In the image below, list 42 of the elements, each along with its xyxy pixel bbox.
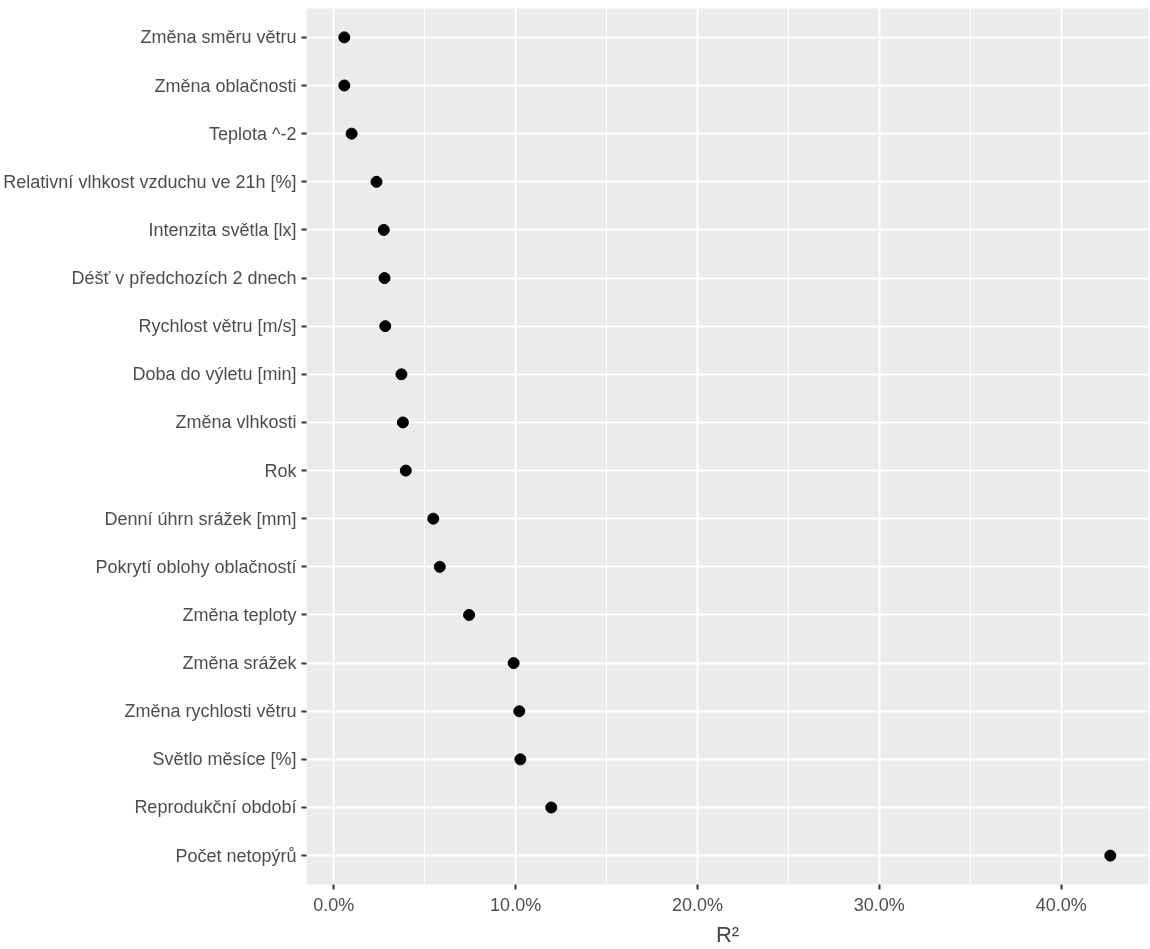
y-tick-label: Intenzita světla [lx] xyxy=(148,219,297,240)
point xyxy=(395,368,408,381)
y-tick-label: Teplota ^-2 xyxy=(209,123,297,144)
y-tick-label: Pokrytí oblohy oblačností xyxy=(95,556,297,577)
point xyxy=(463,608,476,621)
y-tick-label: Světlo měsíce [%] xyxy=(152,749,297,770)
point xyxy=(396,416,409,429)
point xyxy=(379,320,392,333)
y-tick-label: Relativní vlhkost vzduchu ve 21h [%] xyxy=(3,171,297,192)
x-axis-title: R² xyxy=(715,921,740,947)
y-tick-label: Změna směru větru xyxy=(140,27,297,48)
y-tick-label: Déšť v předchozích 2 dnech xyxy=(71,268,297,289)
point xyxy=(338,79,351,92)
y-tick-label: Denní úhrn srážek [mm] xyxy=(104,508,297,529)
y-tick-label: Reprodukční období xyxy=(134,797,297,818)
point xyxy=(514,753,527,766)
point xyxy=(378,272,391,285)
y-tick-label: Změna rychlosti větru xyxy=(124,701,297,722)
y-tick-label: Doba do výletu [min] xyxy=(132,364,297,385)
y-tick-label: Změna vlhkosti xyxy=(175,412,297,433)
y-tick-label: Změna teploty xyxy=(182,604,297,625)
point xyxy=(513,705,526,718)
point xyxy=(1104,849,1117,862)
point xyxy=(427,512,440,525)
point xyxy=(338,31,351,44)
point xyxy=(345,127,358,140)
point xyxy=(370,175,383,188)
point xyxy=(545,801,558,814)
y-tick-label: Změna srážek xyxy=(182,653,298,674)
point xyxy=(377,223,390,236)
y-tick-label: Změna oblačnosti xyxy=(154,75,297,96)
point xyxy=(399,464,412,477)
x-tick-label: 0.0% xyxy=(313,894,355,915)
y-tick-label: Počet netopýrů xyxy=(175,845,297,866)
x-tick-label: 40.0% xyxy=(1035,894,1087,915)
point xyxy=(433,560,446,573)
y-tick-label: Rok xyxy=(264,460,298,481)
x-tick-label: 30.0% xyxy=(853,894,905,915)
y-tick-label: Rychlost větru [m/s] xyxy=(138,316,297,337)
x-tick-label: 10.0% xyxy=(490,894,542,915)
x-tick-label: 20.0% xyxy=(671,894,724,915)
point xyxy=(507,657,520,670)
